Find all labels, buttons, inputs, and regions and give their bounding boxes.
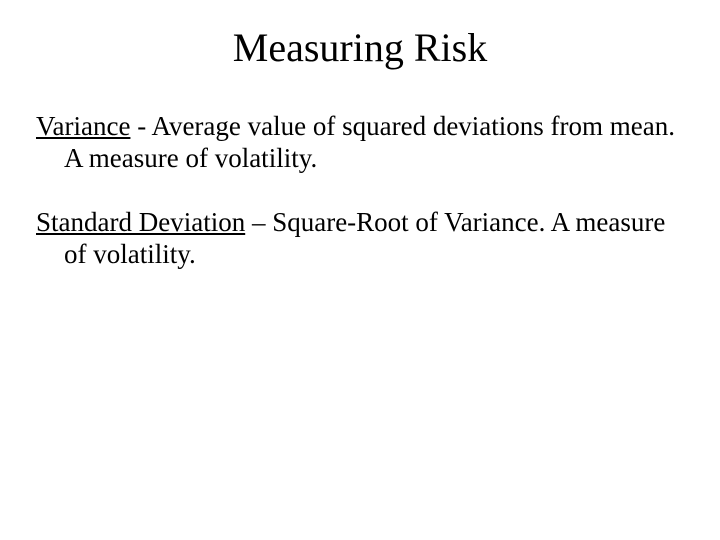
definition-block-stddev: Standard Deviation – Square-Root of Vari… — [36, 207, 684, 271]
definition-block-variance: Variance - Average value of squared devi… — [36, 111, 684, 175]
definition-variance: Average value of squared deviations from… — [64, 111, 675, 173]
slide-container: Measuring Risk Variance - Average value … — [0, 0, 720, 540]
separator-stddev: – — [245, 207, 272, 237]
term-variance: Variance — [36, 111, 130, 141]
definition-line: Variance - Average value of squared devi… — [36, 111, 684, 175]
slide-title: Measuring Risk — [36, 24, 684, 71]
definition-line: Standard Deviation – Square-Root of Vari… — [36, 207, 684, 271]
term-stddev: Standard Deviation — [36, 207, 245, 237]
separator-variance: - — [130, 111, 151, 141]
